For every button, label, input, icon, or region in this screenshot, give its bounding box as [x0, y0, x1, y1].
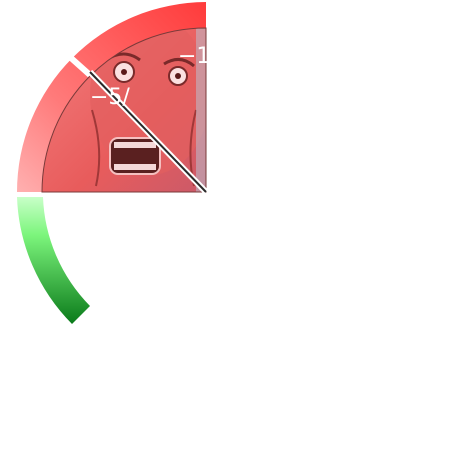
gauge-label-upper: −1 — [178, 44, 210, 69]
gauge-green-band — [17, 197, 90, 324]
gauge-label-lower: −5/ — [90, 85, 130, 110]
gauge-band-divider — [68, 55, 93, 78]
gauge-red-band — [17, 2, 206, 192]
